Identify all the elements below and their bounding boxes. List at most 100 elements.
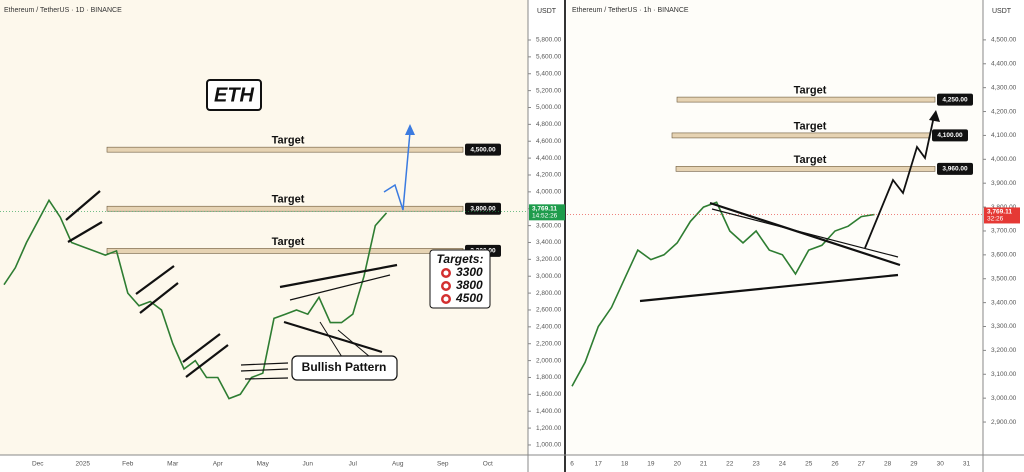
x-tick-label: 21 [700,461,708,468]
y-tick-label: 2,200.00 [536,340,562,347]
y-tick-label: 1,200.00 [536,425,562,432]
y-tick-label: 3,600.00 [991,252,1017,259]
y-tick-label: 4,200.00 [991,108,1017,115]
y-tick-label: 2,900.00 [991,419,1017,426]
x-tick-label: 17 [595,461,603,468]
target-icons [441,268,451,304]
y-tick-label: 2,800.00 [536,290,562,297]
x-tick-label: 20 [674,461,682,468]
projection-arrow [383,131,411,211]
y-tick-label: 2,000.00 [536,357,562,364]
y-tick-label: 4,000.00 [991,156,1017,163]
x-tick-label: Oct [483,461,493,468]
target-band [671,132,931,139]
y-tick-label: 4,400.00 [991,60,1017,67]
target-text: Target [272,236,305,248]
y-tick-label: 5,200.00 [536,87,562,94]
y-tick-label: 5,800.00 [536,37,562,44]
level-label: 3,800.00 [470,205,496,212]
x-tick-label: 29 [910,461,918,468]
countdown: 32:26 [987,216,1004,223]
panel-title: Ethereum / TetherUS · 1D · BINANCE [4,7,122,14]
x-tick-label: 24 [779,461,787,468]
x-tick-label: 22 [726,461,734,468]
arrow-head [929,110,940,122]
level-label-box [465,202,501,215]
last-price-label: 3,769.11 [532,206,557,213]
y-tick-label: 3,600.00 [536,222,562,229]
last-price-box [984,207,1020,224]
x-tick-label: 30 [937,461,945,468]
triangle-lines [639,201,901,303]
target-band [675,166,936,172]
pattern-lines [65,190,398,380]
y-tick-label: 3,900.00 [991,180,1017,187]
x-tick-label: 28 [884,461,892,468]
y-tick-label: 4,400.00 [536,155,562,162]
target-value: 4500 [455,291,483,305]
projection-arrow [864,115,935,249]
y-tick-label: 4,800.00 [536,121,562,128]
y-tick-label: 3,000.00 [536,273,562,280]
y-tick-label: 3,200.00 [991,347,1017,354]
target-text: Target [794,154,827,166]
y-tick-label: 1,800.00 [536,374,562,381]
y-tick-label: 3,800.00 [991,204,1017,211]
y-tick-label: 3,000.00 [991,395,1017,402]
target-band [106,205,464,212]
target-band [676,96,936,103]
price-line [3,198,388,400]
target-value: 3300 [456,265,483,279]
axis-unit: USDT [992,8,1012,15]
x-tick-label: 2025 [76,461,91,468]
targets-box [429,249,491,309]
axis-unit: USDT [537,8,557,15]
last-price-box [529,204,565,221]
x-tick-label: 19 [647,461,655,468]
y-tick-label: 5,600.00 [536,54,562,61]
level-label-box [937,162,973,175]
y-tick-label: 3,200.00 [536,256,562,263]
last-price-label: 3,769.11 [987,209,1012,216]
target-value: 3800 [456,278,483,292]
y-tick-label: 3,100.00 [991,371,1017,378]
y-tick-label: 2,400.00 [536,324,562,331]
right-plot-area [567,0,983,455]
x-tick-label: Jul [349,461,358,468]
x-tick-label: Feb [122,461,134,468]
badge-box [206,79,262,111]
level-label: 4,100.00 [937,132,963,139]
level-label: 4,250.00 [942,96,968,103]
arrow-head [405,124,415,135]
y-tick-label: 4,500.00 [991,37,1017,44]
x-tick-label: Dec [32,461,44,468]
y-tick-label: 4,300.00 [991,84,1017,91]
y-tick-label: 4,000.00 [536,189,562,196]
x-tick-label: 26 [831,461,839,468]
x-tick-label: 18 [621,461,629,468]
y-tick-label: 1,000.00 [536,442,562,449]
content: Ethereum / TetherUS · 1D · BINANCE USDT 1,… [0,7,1020,468]
y-tick-label: 1,400.00 [536,408,562,415]
target-band [106,146,464,153]
y-tick-label: 1,600.00 [536,391,562,398]
pattern-box [291,355,398,381]
x-tick-label: Apr [213,461,224,468]
y-tick-label: 3,400.00 [536,239,562,246]
target-text: Target [794,85,827,97]
level-label: 3,960.00 [942,166,968,173]
x-tick-label: 31 [963,461,971,468]
level-label-box [932,129,968,142]
level-label: 4,500.00 [470,146,496,153]
countdown: 14:52:26 [532,213,558,220]
price-line [571,201,875,387]
y-tick-label: 3,500.00 [991,275,1017,282]
target-text: Target [794,120,827,132]
level-label-box [937,93,973,106]
badge: ETH [214,84,255,106]
y-tick-label: 5,000.00 [536,104,562,111]
x-tick-label: Jun [303,461,314,468]
y-tick-label: 3,400.00 [991,299,1017,306]
x-tick-label: May [257,461,270,468]
